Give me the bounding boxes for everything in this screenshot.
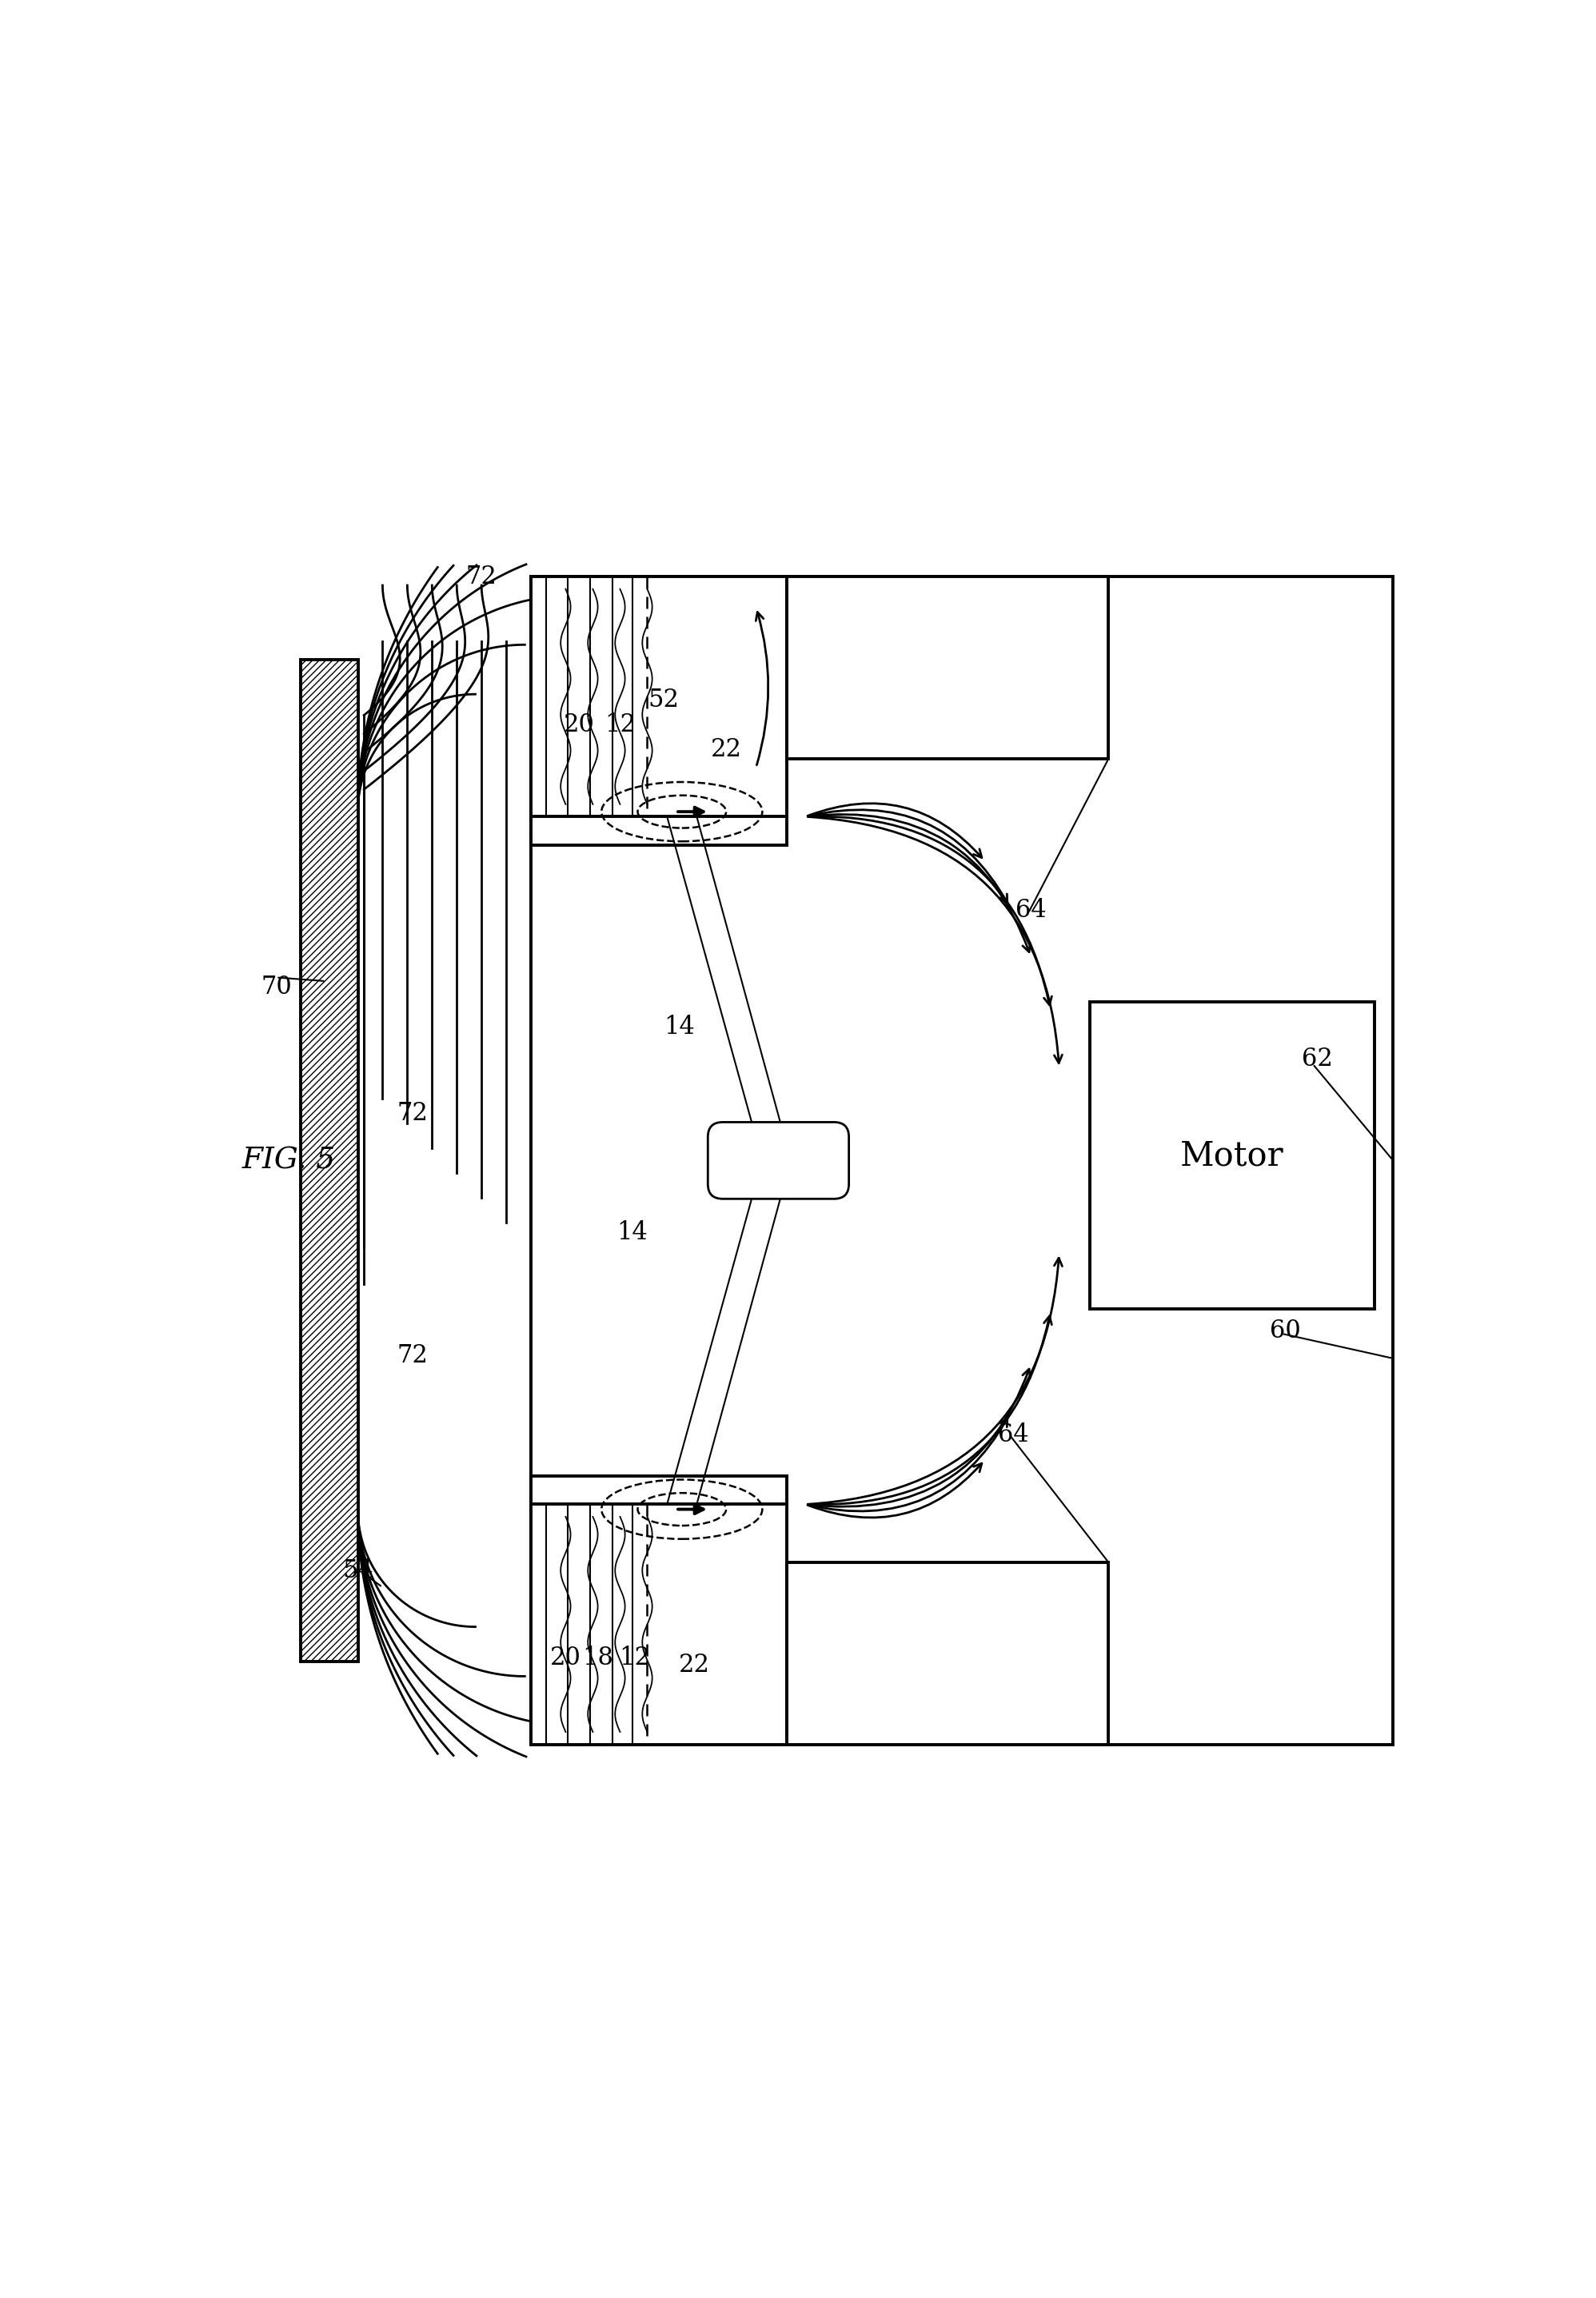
Text: 54: 54 — [342, 1558, 373, 1583]
Bar — [531, 1475, 787, 1744]
Text: 18: 18 — [583, 1645, 613, 1671]
Text: 62: 62 — [1302, 1046, 1333, 1071]
Text: 72: 72 — [397, 1101, 428, 1126]
Text: 64: 64 — [1015, 899, 1045, 924]
Text: 22: 22 — [710, 738, 742, 763]
Text: 52: 52 — [648, 687, 678, 712]
Bar — [1090, 1002, 1374, 1310]
Bar — [787, 577, 1109, 758]
Bar — [787, 1563, 1109, 1744]
Text: 20: 20 — [551, 1645, 581, 1671]
Bar — [302, 660, 358, 1661]
Text: 64: 64 — [998, 1422, 1029, 1448]
Text: Motor: Motor — [1181, 1140, 1285, 1172]
Text: 20: 20 — [563, 712, 595, 738]
Text: 12: 12 — [605, 712, 635, 738]
Bar — [531, 577, 787, 846]
Text: 70: 70 — [260, 974, 292, 1000]
FancyBboxPatch shape — [709, 1121, 849, 1200]
Text: 12: 12 — [619, 1645, 651, 1671]
Text: FIG. 5: FIG. 5 — [241, 1147, 335, 1174]
Text: 72: 72 — [397, 1344, 428, 1367]
Bar — [531, 577, 1393, 1744]
Text: 14: 14 — [664, 1013, 694, 1039]
Text: 72: 72 — [466, 565, 496, 588]
Text: 60: 60 — [1270, 1319, 1301, 1344]
Text: 14: 14 — [618, 1220, 648, 1246]
Text: 22: 22 — [678, 1652, 710, 1678]
